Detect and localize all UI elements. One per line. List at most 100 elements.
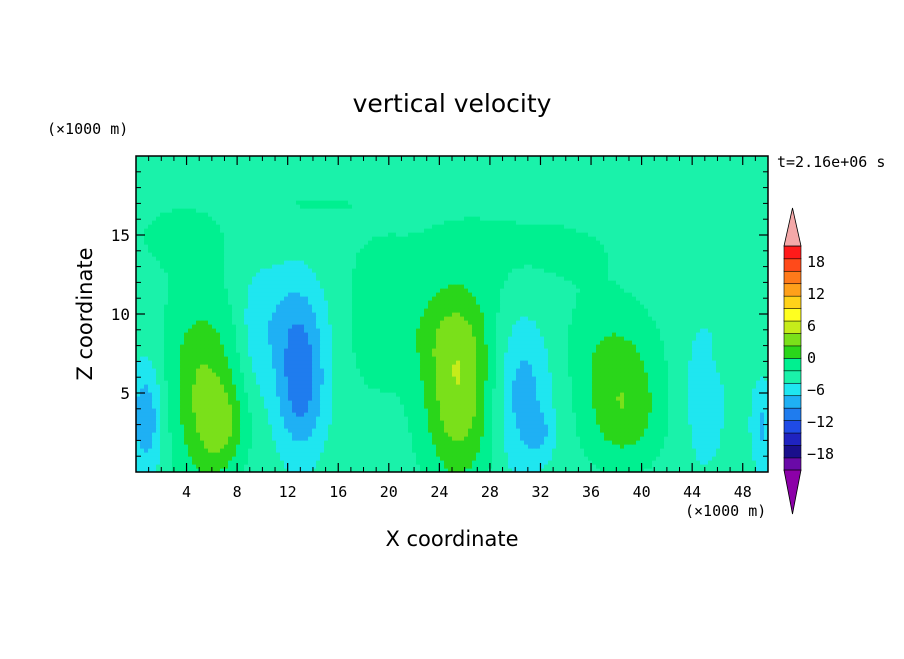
field-cell: [440, 408, 445, 413]
field-cell: [760, 400, 765, 405]
field-cell: [748, 392, 753, 397]
field-cell: [216, 460, 221, 465]
field-cell: [564, 404, 569, 409]
field-cell: [340, 420, 345, 425]
field-cell: [612, 396, 617, 401]
field-cell: [424, 444, 429, 449]
field-cell: [188, 400, 193, 405]
field-cell: [764, 436, 768, 441]
field-cell: [608, 428, 613, 433]
field-cell: [440, 444, 445, 449]
field-cell: [452, 412, 457, 417]
field-cell: [444, 356, 449, 361]
field-cell: [244, 452, 249, 457]
field-cell: [328, 444, 333, 449]
field-cell: [192, 376, 197, 381]
field-cell: [628, 372, 633, 377]
field-cell: [520, 404, 525, 409]
field-cell: [516, 384, 521, 389]
field-cell: [332, 348, 337, 353]
field-cell: [552, 468, 557, 472]
field-cell: [736, 448, 741, 453]
field-cell: [712, 468, 717, 472]
field-cell: [184, 380, 189, 385]
field-cell: [180, 348, 185, 353]
field-cell: [620, 392, 625, 397]
field-cell: [380, 384, 385, 389]
field-cell: [700, 448, 705, 453]
field-cell: [492, 344, 497, 349]
field-cell: [644, 368, 649, 373]
field-cell: [232, 360, 237, 365]
field-cell: [196, 344, 201, 349]
field-cell: [156, 464, 161, 469]
field-cell: [180, 456, 185, 461]
field-cell: [696, 348, 701, 353]
field-cell: [200, 456, 205, 461]
field-cell: [584, 368, 589, 373]
field-cell: [716, 388, 721, 393]
field-cell: [480, 352, 485, 357]
field-cell: [528, 444, 533, 449]
field-cell: [208, 436, 213, 441]
field-cell: [448, 444, 453, 449]
field-cell: [336, 384, 341, 389]
field-cell: [680, 416, 685, 421]
field-cell: [472, 388, 477, 393]
field-cell: [732, 452, 737, 457]
field-cell: [748, 368, 753, 373]
field-cell: [344, 468, 349, 472]
field-cell: [496, 364, 501, 369]
field-cell: [404, 468, 409, 472]
field-cell: [596, 456, 601, 461]
field-cell: [424, 400, 429, 405]
field-cell: [664, 388, 669, 393]
field-cell: [568, 468, 573, 472]
field-cell: [632, 360, 637, 365]
field-cell: [368, 372, 373, 377]
field-cell: [604, 440, 609, 445]
field-cell: [192, 380, 197, 385]
field-cell: [312, 352, 317, 357]
field-cell: [512, 464, 517, 469]
field-cell: [196, 460, 201, 465]
field-cell: [764, 384, 768, 389]
field-cell: [160, 352, 165, 357]
field-cell: [764, 352, 768, 357]
field-cell: [304, 456, 309, 461]
field-cell: [336, 456, 341, 461]
field-cell: [736, 432, 741, 437]
field-cell: [312, 424, 317, 429]
field-cell: [624, 392, 629, 397]
field-cell: [564, 348, 569, 353]
field-cell: [728, 428, 733, 433]
field-cell: [388, 416, 393, 421]
field-cell: [520, 360, 525, 365]
field-cell: [216, 424, 221, 429]
field-cell: [284, 452, 289, 457]
field-cell: [628, 424, 633, 429]
field-cell: [228, 428, 233, 433]
field-cell: [644, 360, 649, 365]
field-cell: [692, 452, 697, 457]
field-cell: [384, 412, 389, 417]
field-cell: [576, 372, 581, 377]
field-cell: [364, 396, 369, 401]
field-cell: [564, 380, 569, 385]
field-cell: [612, 352, 617, 357]
field-cell: [288, 380, 293, 385]
field-cell: [636, 364, 641, 369]
field-cell: [680, 440, 685, 445]
field-cell: [444, 416, 449, 421]
field-cell: [588, 424, 593, 429]
field-cell: [480, 432, 485, 437]
field-cell: [556, 392, 561, 397]
field-cell: [564, 400, 569, 405]
field-cell: [692, 464, 697, 469]
field-cell: [536, 352, 541, 357]
field-cell: [480, 424, 485, 429]
field-cell: [700, 468, 705, 472]
field-cell: [372, 408, 377, 413]
field-cell: [400, 468, 405, 472]
field-cell: [720, 468, 725, 472]
